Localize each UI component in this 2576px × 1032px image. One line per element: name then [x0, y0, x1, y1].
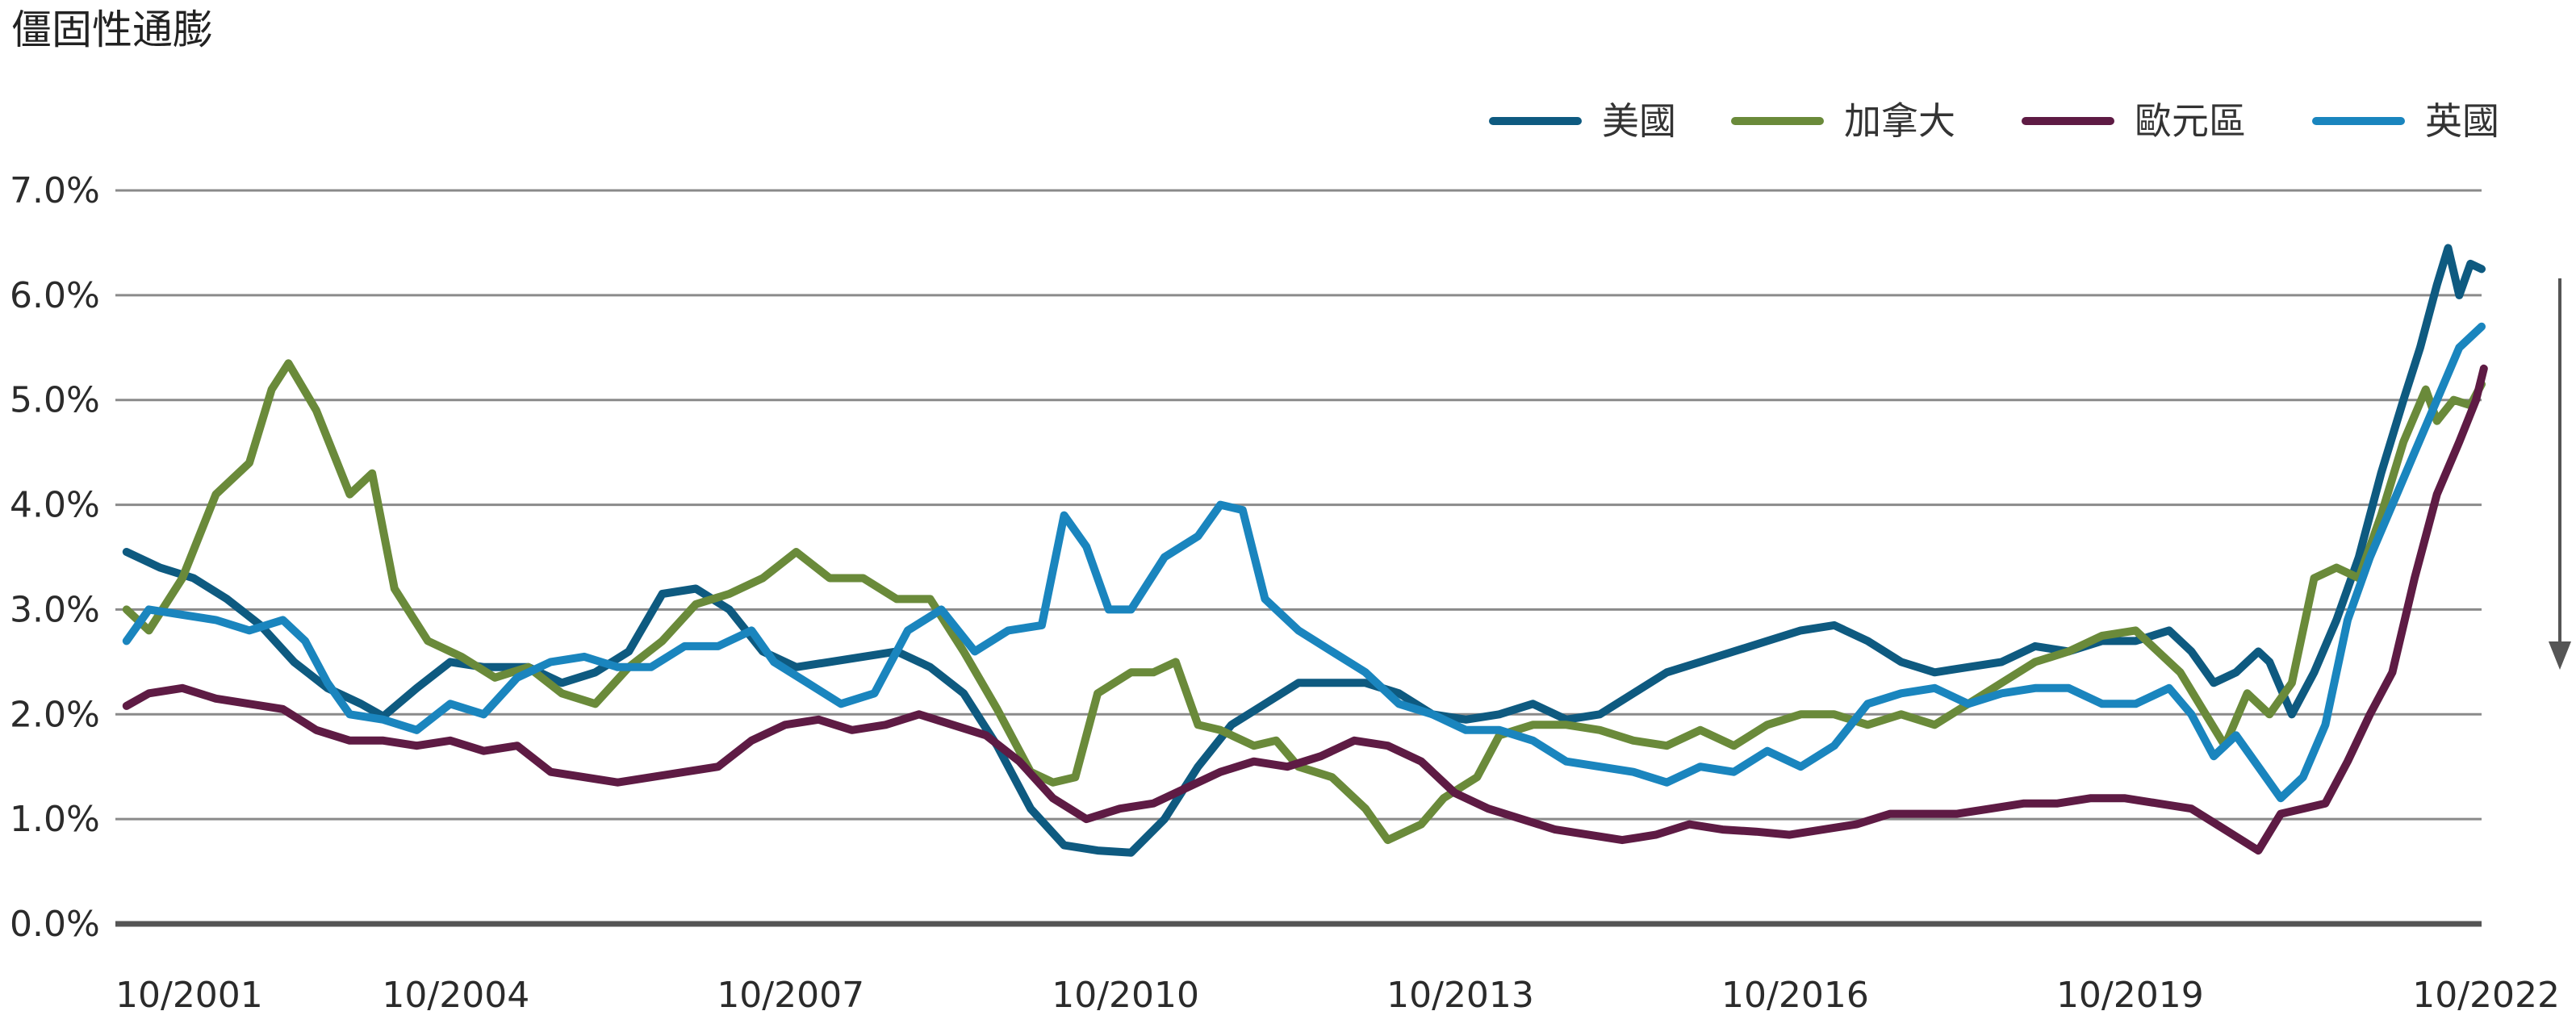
legend-label: 歐元區	[2135, 99, 2246, 143]
x-axis: 10/2001 10/2004 10/2007 10/2010 10/2013 10/20…	[115, 975, 2560, 1016]
down-arrow-annotation	[2549, 278, 2571, 670]
series-line-1	[122, 359, 2486, 845]
y-tick-label: 0.0%	[10, 904, 100, 945]
y-tick-label: 2.0%	[10, 694, 100, 735]
legend-label: 英國	[2425, 99, 2499, 143]
x-tick-label: 10/2001	[115, 975, 263, 1016]
chart-title: 僵固性通膨	[11, 6, 213, 53]
y-tick-label: 5.0%	[10, 380, 100, 421]
series-line-3	[122, 322, 2486, 803]
x-tick-label: 10/2007	[717, 975, 864, 1016]
x-tick-label: 10/2013	[1386, 975, 1534, 1016]
x-tick-label: 10/2010	[1052, 975, 1199, 1016]
y-tick-label: 1.0%	[10, 799, 100, 840]
x-tick-label: 10/2016	[1721, 975, 1869, 1016]
y-tick-label: 3.0%	[10, 589, 100, 630]
x-tick-label: 10/2022	[2412, 975, 2560, 1016]
y-tick-label: 7.0%	[10, 170, 100, 211]
legend: 美國 加拿大 歐元區 英國	[1489, 99, 2499, 143]
series-line-2	[122, 364, 2488, 855]
x-tick-label: 10/2019	[2056, 975, 2204, 1016]
y-tick-label: 4.0%	[10, 485, 100, 526]
series-lines	[122, 244, 2488, 857]
y-axis: 0.0% 1.0% 2.0% 3.0% 4.0% 5.0% 6.0% 7.0%	[10, 170, 100, 945]
y-tick-label: 6.0%	[10, 275, 100, 316]
gridlines	[115, 189, 2482, 927]
legend-label: 加拿大	[1844, 99, 1955, 143]
legend-label: 美國	[1602, 99, 1676, 143]
x-tick-label: 10/2004	[382, 975, 529, 1016]
